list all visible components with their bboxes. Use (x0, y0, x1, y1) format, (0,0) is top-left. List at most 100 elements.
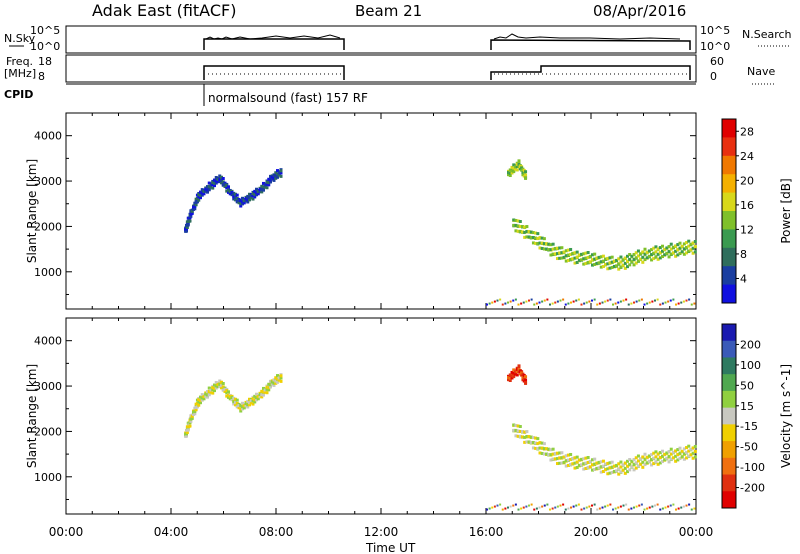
velocity-series-0-pixel (206, 395, 209, 399)
power-series-0-pixel (235, 200, 239, 204)
power-series-2-pixel (643, 252, 647, 256)
power-colorbar-tick-label: 4 (740, 272, 747, 285)
velocity-series-2-pixel (687, 444, 691, 448)
power-ground-pixel (488, 302, 491, 305)
power-series-0-pixel (249, 196, 253, 200)
velocity-series-0-pixel (237, 406, 241, 410)
power-series-0-pixel (213, 178, 216, 182)
power-ground-pixel (601, 301, 604, 304)
power-series-2-pixel (617, 257, 621, 261)
velocity-series-2-pixel (564, 454, 568, 458)
velocity-panel: 1000 2000 3000 4000 Slant Range [km] 200 100 50… (25, 317, 793, 515)
velocity-series-0-pixel (270, 382, 274, 386)
power-series-2-pixel (650, 248, 654, 252)
velocity-series-0-pixel (214, 381, 218, 385)
power-ground-pixel (522, 301, 525, 304)
velocity-series-0-pixel (207, 386, 211, 390)
power-series-2-pixel (623, 266, 627, 270)
velocity-series-0-pixel (197, 400, 201, 404)
nsky-bottom-tick: 10^0 (30, 40, 60, 53)
velocity-series-2-pixel (661, 454, 664, 458)
velocity-series-2-pixel (634, 466, 638, 470)
power-series-0-pixel (279, 174, 283, 178)
power-series-0-pixel (232, 195, 236, 199)
velocity-series-1-pixel (515, 367, 519, 371)
power-series-0-pixel (200, 193, 204, 197)
velocity-series-2-pixel (617, 472, 621, 476)
velocity-ground-pixel (625, 503, 628, 506)
power-series-0-pixel (206, 185, 209, 189)
power-series-1-pixel (515, 168, 519, 172)
velocity-colorbar-label: Velocity [m s^-1] (779, 364, 793, 468)
velocity-series-1-pixel (508, 373, 512, 377)
velocity-ground-pixel (570, 506, 572, 509)
power-series-0-pixel (206, 190, 209, 194)
power-series-0-pixel (197, 198, 201, 202)
velocity-series-0-pixel (189, 419, 193, 423)
power-series-0-pixel (227, 185, 230, 189)
power-series-2-pixel (551, 252, 555, 256)
velocity-ground-pixel (659, 508, 662, 511)
power-series-2-pixel (641, 260, 645, 264)
velocity-series-0-pixel (221, 385, 225, 389)
power-series-0-pixel (190, 211, 194, 215)
velocity-series-2-pixel (612, 464, 616, 468)
velocity-series-2-pixel (645, 461, 649, 465)
nave-label: Nave (747, 65, 775, 78)
power-series-2-pixel (658, 251, 662, 255)
velocity-series-0-pixel (276, 374, 279, 378)
power-series-2-pixel (547, 248, 551, 252)
x-tick-label: 20:00 (574, 525, 609, 539)
power-series-2-pixel (608, 266, 612, 270)
velocity-ground-pixel (486, 508, 488, 511)
power-ground-pixel (585, 301, 588, 304)
velocity-series-0-pixel (211, 388, 215, 392)
power-series-2-pixel (577, 258, 581, 262)
velocity-series-0-pixel (234, 403, 237, 407)
velocity-series-2-pixel (689, 453, 693, 457)
velocity-ground-pixel (509, 505, 512, 508)
velocity-series-0-pixel (230, 398, 234, 402)
power-series-2-pixel (606, 262, 610, 266)
power-colorbar-cell (722, 211, 736, 230)
nsky-trace (203, 38, 691, 50)
power-series-2-pixel (669, 242, 673, 246)
velocity-series-2-pixel (626, 464, 629, 468)
power-series-2-pixel (682, 242, 686, 246)
velocity-series-1-pixel (517, 364, 521, 368)
velocity-series-0-pixel (241, 407, 244, 411)
nsky-top-tick: 10^5 (30, 24, 60, 37)
velocity-series-0-pixel (263, 388, 267, 392)
power-series-0-pixel (194, 203, 198, 207)
nave-bottom-tick: 0 (710, 70, 717, 83)
power-series-2-pixel (634, 251, 638, 255)
velocity-ground-pixel (533, 508, 536, 511)
velocity-colorbar-tick-label: 100 (740, 359, 761, 372)
power-colorbar-cell (722, 247, 736, 267)
power-series-2-pixel (693, 244, 697, 248)
velocity-series-0-pixel (197, 403, 201, 407)
velocity-series-2-pixel (588, 465, 592, 469)
velocity-series-0-pixel (213, 383, 216, 387)
power-series-0-pixel (277, 173, 281, 177)
power-ground-pixel (562, 298, 565, 301)
velocity-series-0-pixel (241, 401, 244, 405)
power-series-0-pixel (227, 188, 230, 192)
velocity-series-2-pixel (650, 453, 654, 457)
power-series-2-pixel (542, 242, 546, 246)
power-series-2-pixel (647, 254, 651, 258)
date-title: 08/Apr/2016 (593, 2, 686, 20)
velocity-series-0-pixel (260, 393, 264, 397)
power-series-0-pixel (213, 181, 216, 185)
power-series-0-pixel (277, 171, 281, 175)
velocity-series-2-pixel (599, 465, 603, 469)
velocity-colorbar-cell (722, 340, 736, 358)
power-series-2-pixel (553, 246, 557, 250)
velocity-series-2-pixel (628, 458, 632, 462)
power-series-2-pixel (566, 253, 570, 257)
velocity-series-2-pixel (676, 453, 680, 457)
velocity-ground-pixel (654, 504, 656, 507)
velocity-series-2-pixel (591, 458, 594, 462)
velocity-series-2-pixel (654, 460, 658, 464)
velocity-series-2-pixel (604, 462, 608, 466)
